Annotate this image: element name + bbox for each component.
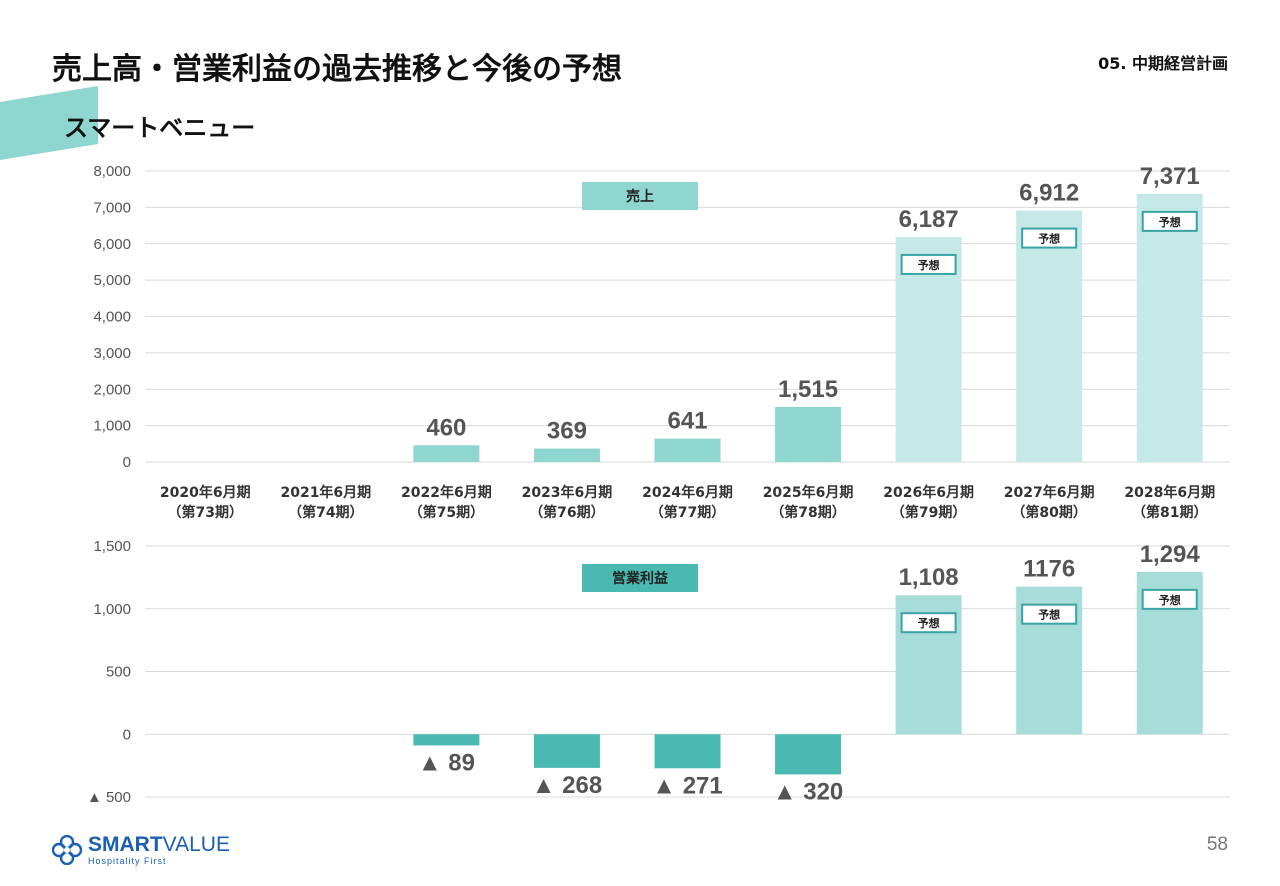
category-label: （第79期） [891,504,966,521]
y-tick-label: 1,500 [93,538,131,555]
series-label-box [582,564,698,592]
data-label: 369 [547,418,587,445]
series-label: 営業利益 [612,570,668,587]
forecast-tag: 予想 [918,616,940,630]
category-label: （第73期） [168,504,243,521]
data-label: 641 [667,408,707,435]
bar [1016,210,1083,462]
category-label: 2023年6月期 [522,484,613,501]
category-label: 2026年6月期 [883,484,974,501]
section-label: 05. 中期経営計画 [1098,54,1228,73]
accent-parallelogram [0,86,98,160]
logo-wordmark: SMARTVALUE [88,833,230,856]
category-label: （第77期） [650,504,725,521]
data-label: ▲ 320 [773,778,843,805]
company-logo: SMARTVALUE Hospitality First [52,834,230,866]
forecast-tag-box [900,612,957,634]
category-label: 2028年6月期 [1124,484,1215,501]
y-tick-label: 0 [123,454,131,471]
data-label: ▲ 268 [532,772,602,799]
forecast-tag-box [1141,210,1198,232]
bar [654,734,721,769]
y-tick-label: 500 [106,664,131,681]
bar [533,448,600,462]
y-tick-label: 1,000 [93,601,131,618]
data-label: ▲ 89 [418,749,475,776]
forecast-tag: 予想 [1038,608,1060,622]
bar-charts: 0 1,000 2,000 3,000 4,000 5,000 6,000 7,000 8,00… [87,163,1230,806]
bar [413,734,480,746]
forecast-tag-box [900,253,957,275]
y-tick-label: 6,000 [93,236,131,253]
category-label: （第81期） [1132,504,1207,521]
forecast-tag-box [1021,603,1078,625]
y-tick-label: 0 [123,726,131,743]
data-label: 1,515 [778,376,838,403]
logo-tagline: Hospitality First [88,856,167,866]
bar [1136,193,1203,462]
bar [775,406,842,462]
y-tick-label: 2,000 [93,381,131,398]
data-label: 6,912 [1019,180,1079,207]
y-tick-label: 4,000 [93,309,131,326]
bar [654,438,721,462]
category-label: （第75期） [409,504,484,521]
category-label: （第78期） [770,504,845,521]
bar [413,445,480,462]
category-label: 2025年6月期 [763,484,854,501]
forecast-tag-box [1021,227,1078,249]
category-label: （第76期） [529,504,604,521]
y-tick-label: 8,000 [93,163,131,180]
page-title: 売上高・営業利益の過去推移と今後の予想 [52,52,622,87]
y-tick-label: 5,000 [93,272,131,289]
category-label: （第80期） [1011,504,1086,521]
chart-subtitle: スマートベニュー [64,114,256,142]
bar [775,734,842,775]
page-number: 58 [1206,834,1228,855]
category-label: 2021年6月期 [280,484,371,501]
forecast-tag: 予想 [918,258,940,272]
forecast-tag-box [1141,588,1198,610]
forecast-tag: 予想 [1038,232,1060,246]
bar [533,734,600,768]
subtitle-accent-shape [0,86,98,160]
data-label: 1,294 [1140,541,1201,568]
forecast-tag: 予想 [1159,215,1181,229]
data-label: 6,187 [899,206,959,233]
category-label: 2027年6月期 [1004,484,1095,501]
forecast-tag: 予想 [1159,593,1181,607]
data-label: 1,108 [899,564,959,591]
data-label: 7,371 [1140,163,1200,190]
series-label-box [582,182,698,210]
clover-logo-icon [52,835,82,865]
y-tick-label: ▲ 500 [87,789,131,806]
category-label: 2022年6月期 [401,484,492,501]
series-label: 売上 [626,188,654,205]
y-tick-label: 1,000 [93,418,131,435]
category-label: （第74期） [288,504,363,521]
y-tick-label: 3,000 [93,345,131,362]
data-label: 460 [426,414,466,441]
data-label: ▲ 271 [652,772,722,799]
category-label: 2024年6月期 [642,484,733,501]
y-tick-label: 7,000 [93,199,131,216]
category-label: 2020年6月期 [160,484,251,501]
data-label: 1176 [1023,556,1075,583]
